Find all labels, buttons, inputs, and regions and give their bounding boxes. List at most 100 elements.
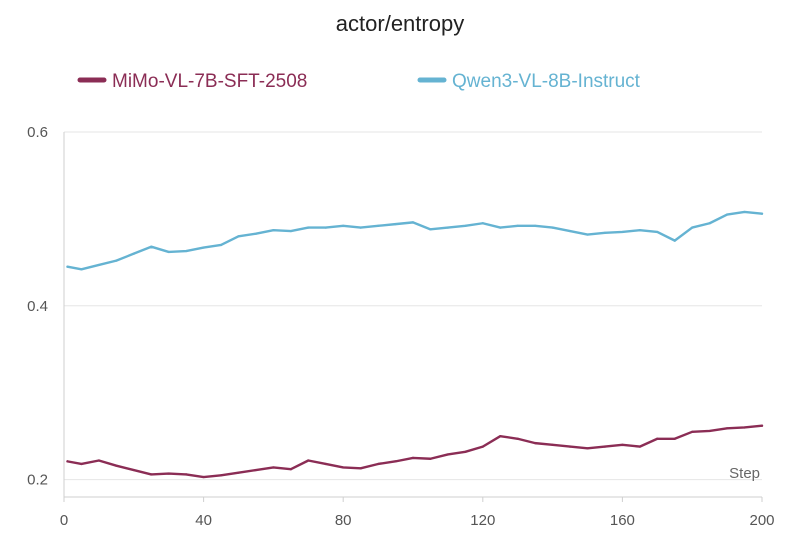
series-point xyxy=(80,462,83,466)
x-tick-label: 120 xyxy=(470,512,495,529)
series-point xyxy=(726,213,729,216)
series-point xyxy=(167,250,170,254)
series-point xyxy=(760,424,764,427)
x-tick-label: 80 xyxy=(335,512,352,529)
series-point xyxy=(359,226,362,229)
series-point xyxy=(80,268,83,271)
series-point xyxy=(202,475,205,479)
series-point xyxy=(534,442,537,445)
series-point xyxy=(324,226,327,229)
series-point xyxy=(516,224,519,227)
series-point xyxy=(237,471,240,474)
series-point xyxy=(481,445,484,448)
series-point xyxy=(411,221,415,224)
series-point xyxy=(97,263,100,267)
legend: MiMo-VL-7B-SFT-2508 Qwen3-VL-8B-Instruct xyxy=(77,71,641,92)
series-point xyxy=(429,228,432,231)
series-point xyxy=(551,443,554,446)
series-point xyxy=(394,460,397,463)
series-point xyxy=(499,435,502,438)
chart-title: actor/entropy xyxy=(336,11,464,36)
series-point xyxy=(150,245,153,248)
series-point xyxy=(377,224,380,227)
series-point xyxy=(691,226,694,229)
series-point xyxy=(464,450,467,453)
series-group xyxy=(66,210,764,479)
series-point xyxy=(219,243,223,247)
series-point xyxy=(568,445,572,448)
x-axis-label: Step xyxy=(729,465,760,482)
series-point xyxy=(185,473,188,476)
x-tick-label: 200 xyxy=(749,512,774,529)
series-point xyxy=(289,468,292,471)
legend-label-qwen: Qwen3-VL-8B-Instruct xyxy=(452,71,641,92)
legend-label-mimo: MiMo-VL-7B-SFT-2508 xyxy=(112,71,307,92)
series-point xyxy=(656,230,659,234)
series-point xyxy=(272,229,275,232)
series-point xyxy=(464,224,467,227)
series-point xyxy=(638,229,641,232)
series-point xyxy=(202,246,205,249)
x-tick-label: 40 xyxy=(195,512,212,529)
series-point xyxy=(289,229,292,233)
series-point xyxy=(167,472,170,475)
series-point xyxy=(307,226,310,229)
y-tick-label: 0.4 xyxy=(27,298,48,315)
series-point xyxy=(446,226,449,229)
series-point xyxy=(446,453,449,456)
series-point xyxy=(324,462,327,466)
series-point xyxy=(586,447,589,450)
series-point xyxy=(66,265,69,268)
series-point xyxy=(97,459,100,462)
series-point xyxy=(603,231,607,234)
series-point xyxy=(342,466,345,469)
series-mimo xyxy=(66,424,764,479)
series-point xyxy=(237,235,240,238)
series-point xyxy=(254,468,258,472)
series-point xyxy=(551,226,554,229)
series-point xyxy=(115,259,118,262)
series-point xyxy=(499,226,502,229)
series-point xyxy=(272,466,275,469)
x-tick-label: 0 xyxy=(60,512,68,529)
series-point xyxy=(150,473,153,476)
series-point xyxy=(516,437,519,440)
series-point xyxy=(115,464,118,467)
series-point xyxy=(656,437,659,440)
x-tick-label: 160 xyxy=(610,512,635,529)
series-point xyxy=(743,210,746,214)
y-tick-label: 0.2 xyxy=(27,472,48,489)
series-line xyxy=(66,210,764,271)
series-point xyxy=(603,445,607,448)
series-point xyxy=(66,460,69,463)
series-point xyxy=(185,249,188,253)
series-point xyxy=(377,462,380,466)
series-qwen xyxy=(66,210,764,271)
y-tick-label: 0.6 xyxy=(27,124,48,141)
series-point xyxy=(673,437,676,440)
series-point xyxy=(586,233,589,236)
series-point xyxy=(307,459,310,462)
series-point xyxy=(621,230,624,234)
series-point xyxy=(254,232,258,235)
series-point xyxy=(708,222,711,225)
series-point xyxy=(359,467,362,470)
series-point xyxy=(429,457,432,460)
series-point xyxy=(342,224,345,227)
series-point xyxy=(691,430,694,433)
series-point xyxy=(568,229,572,233)
series-point xyxy=(743,426,746,429)
ticks: 0.2 0.4 0.6 0 40 80 120 160 200 xyxy=(27,124,774,529)
series-point xyxy=(394,223,397,226)
series-point xyxy=(673,239,676,242)
series-point xyxy=(726,427,729,430)
series-line xyxy=(66,424,764,479)
series-point xyxy=(132,252,135,255)
series-point xyxy=(132,468,135,472)
series-point xyxy=(219,474,223,477)
grid xyxy=(64,131,762,481)
series-point xyxy=(760,212,764,215)
series-point xyxy=(481,222,484,225)
series-point xyxy=(411,456,415,459)
